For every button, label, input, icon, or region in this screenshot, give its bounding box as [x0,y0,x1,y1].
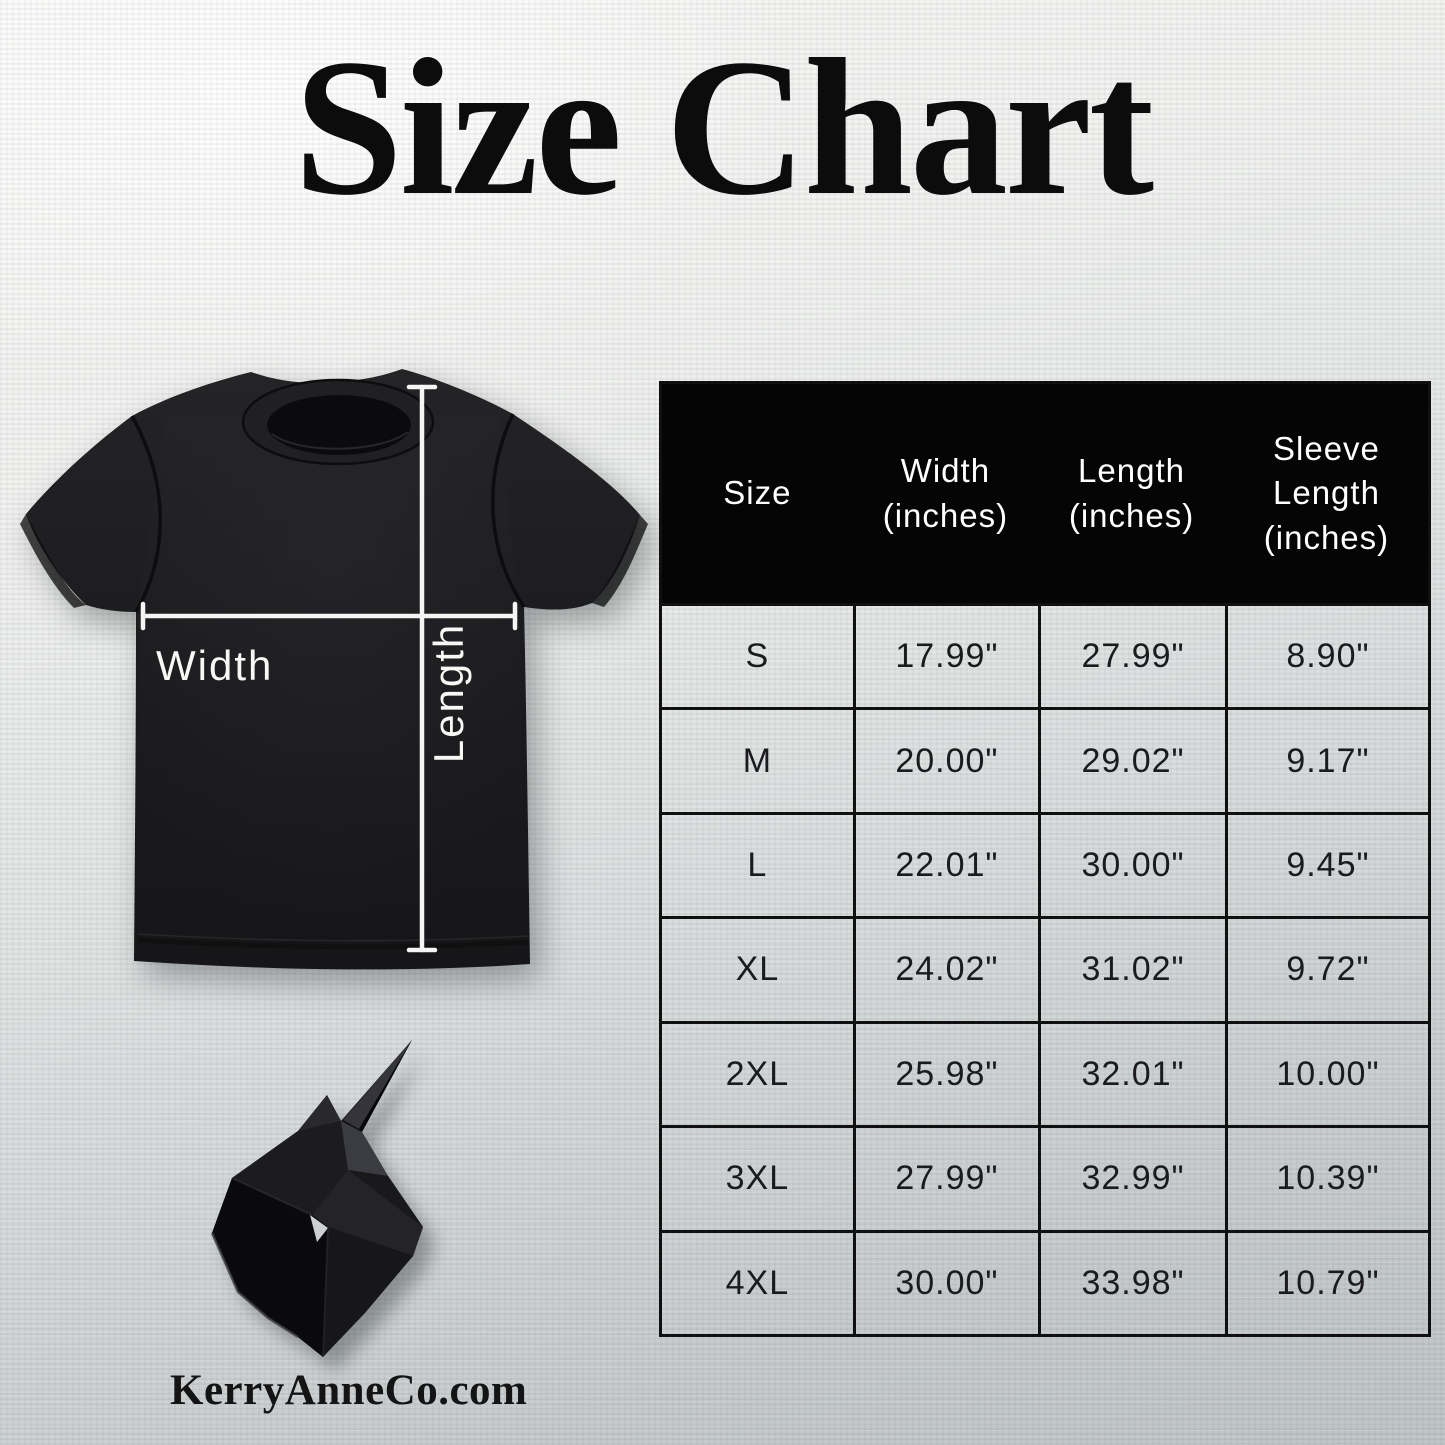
table-value-cell: 31.02" [1038,916,1225,1021]
table-value-cell: 20.00" [852,707,1039,812]
table-size-cell: XL [662,916,853,1020]
table-header-cell: Width (inches) [852,384,1039,603]
table-value-cell: 10.79" [1224,1229,1428,1334]
size-table: Size Width (inches) Length (inches) Sleeve … [659,381,1431,1337]
tshirt-cuff-left [20,514,86,608]
tshirt-armhole-seam-left [130,415,162,613]
table-value-cell: 25.98" [852,1020,1039,1126]
table-size-cell: M [662,707,853,811]
table-value-cell: 24.02" [852,916,1039,1021]
table-value-cell: 10.39" [1224,1125,1428,1230]
table-value-cell: 30.00" [1038,811,1225,917]
table-header-cell: Sleeve Length (inches) [1224,384,1428,603]
table-value-cell: 27.99" [1038,603,1225,708]
width-label: Width [156,642,274,689]
tshirt-collar-inner [267,395,411,455]
table-value-cell: 32.01" [1038,1020,1225,1126]
table-value-cell: 10.00" [1224,1020,1428,1126]
table-value-cell: 17.99" [852,603,1039,708]
brand-logo [198,1028,438,1368]
table-size-cell: 2XL [662,1020,853,1125]
measurement-lines [140,384,518,953]
table-value-cell: 8.90" [1224,603,1428,708]
table-size-cell: 3XL [662,1125,853,1229]
table-value-cell: 9.72" [1224,916,1428,1021]
table-value-cell: 32.99" [1038,1125,1225,1230]
table-value-cell: 30.00" [852,1229,1039,1334]
table-value-cell: 33.98" [1038,1229,1225,1334]
table-size-cell: 4XL [662,1229,853,1334]
table-value-cell: 9.45" [1224,811,1428,917]
table-value-cell: 29.02" [1038,707,1225,812]
unicorn-mouth-notch [310,1215,328,1242]
table-size-cell: L [662,811,853,916]
table-value-cell: 9.17" [1224,707,1428,812]
table-header-cell: Length (inches) [1038,384,1225,603]
table-value-cell: 22.01" [852,811,1039,917]
brand-website: KerryAnneCo.com [170,1367,528,1414]
tshirt-armhole-seam-right [491,413,526,608]
table-size-cell: S [662,603,853,707]
tshirt-hem [137,937,529,950]
page-title: Size Chart [293,19,1154,236]
tshirt-measurement-diagram [18,356,654,978]
tshirt-cuff-right [592,515,648,607]
tshirt-image [20,369,648,970]
table-value-cell: 27.99" [852,1125,1039,1230]
length-label: Length [425,622,472,764]
papercraft-unicorn-icon [210,1040,423,1358]
table-header-cell: Size [662,384,853,603]
